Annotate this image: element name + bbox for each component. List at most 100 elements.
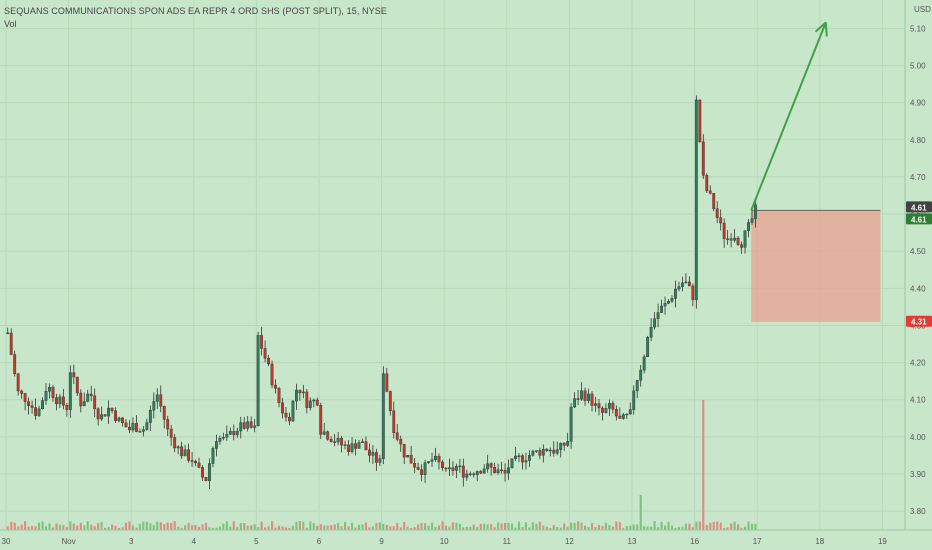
volume-bar <box>83 525 86 530</box>
candle-body <box>656 312 660 319</box>
candle-body <box>6 332 10 335</box>
candle-body <box>228 431 232 435</box>
volume-bar <box>69 521 72 530</box>
candle-body <box>681 282 684 287</box>
candle-body <box>427 461 430 463</box>
time-tick-label: 12 <box>565 537 574 546</box>
volume-bar <box>180 527 183 530</box>
volume-bar <box>618 522 621 530</box>
candle-body <box>392 410 396 433</box>
candle-body <box>729 238 733 241</box>
candle-body <box>385 373 389 392</box>
volume-bar <box>357 524 361 530</box>
volume-bar <box>507 523 510 530</box>
candle-body <box>698 99 702 143</box>
candle-body <box>114 410 117 421</box>
time-axis[interactable]: 30 Nov 3 4 5 6 9 10 11 12 13 16 17 18 19 <box>0 529 932 550</box>
volume-bar <box>427 525 430 530</box>
candle-body <box>743 230 747 248</box>
stop-zone[interactable] <box>751 209 881 322</box>
candle-body <box>58 396 62 405</box>
volume-bar <box>646 526 649 530</box>
candle-body <box>242 422 246 429</box>
volume-bar <box>100 522 103 530</box>
candle-body <box>249 421 253 428</box>
volume-bar <box>535 523 538 530</box>
volume-bar <box>639 495 642 530</box>
volume-bar <box>104 527 107 530</box>
candle-body <box>364 441 368 451</box>
candle-body <box>277 388 281 403</box>
volume-bar <box>497 522 500 530</box>
time-tick-label: 18 <box>815 537 824 546</box>
volume-bar <box>93 526 96 530</box>
candle-body <box>187 449 191 461</box>
volume-bar <box>584 525 587 530</box>
candle-body <box>201 467 204 478</box>
candle-body <box>416 467 420 470</box>
candle-body <box>211 448 215 464</box>
time-tick-label: 17 <box>753 537 762 546</box>
candle-body <box>194 461 197 464</box>
volume-bar <box>597 525 601 530</box>
candle-body <box>562 442 566 446</box>
volume-bar <box>437 525 441 530</box>
volume-indicator-label: Vol <box>4 19 17 29</box>
volume-bar <box>246 525 249 530</box>
arrow-shaft[interactable] <box>750 21 827 211</box>
volume-bar <box>458 523 461 530</box>
price-tick-label: 4.40 <box>910 284 926 293</box>
price-tick-label: 4.00 <box>910 433 926 442</box>
volume-bar <box>187 522 190 530</box>
candle-body <box>86 393 90 402</box>
candle-body <box>621 414 625 419</box>
volume-bar <box>733 521 736 530</box>
volume-bar <box>615 521 618 530</box>
candle-body <box>576 398 580 400</box>
volume-bar <box>570 522 573 530</box>
arrow-head-stroke <box>824 22 828 37</box>
volume-bar <box>114 525 117 530</box>
volume-bar <box>403 521 406 530</box>
volume-bar <box>747 521 750 530</box>
volume-bar <box>222 523 225 530</box>
volume-bar <box>556 526 559 530</box>
stop-loss-box[interactable] <box>751 210 881 322</box>
candle-body <box>482 468 486 474</box>
candle-body <box>607 403 611 409</box>
candle-body <box>371 452 375 456</box>
volume-bar <box>309 521 312 530</box>
volume-bar <box>295 521 298 530</box>
price-badges: 4.61 4.61 4.31 <box>906 201 932 327</box>
volume-bar <box>424 523 427 530</box>
candle-body <box>719 217 723 224</box>
volume-bar <box>723 527 726 530</box>
price-axis[interactable]: USD5.105.004.904.804.704.604.504.404.304… <box>904 0 932 550</box>
candle-body <box>176 446 180 449</box>
candle-body <box>527 455 531 461</box>
candle-body <box>618 415 622 419</box>
arrow-head-stroke <box>814 21 827 33</box>
candle-body <box>479 471 483 474</box>
candle-body <box>447 467 451 470</box>
price-badge <box>906 315 932 327</box>
volume-bar <box>79 522 82 530</box>
volume-bar <box>650 526 653 530</box>
volume-bar <box>410 527 413 530</box>
candle-body <box>747 222 750 231</box>
target-arrow[interactable] <box>750 21 828 211</box>
volume-bar <box>472 524 475 530</box>
candle-body <box>395 432 399 440</box>
price-tick-label: 5.00 <box>910 61 926 70</box>
volume-bar <box>215 527 218 530</box>
time-tick-label: 19 <box>878 537 887 546</box>
candle-body <box>141 429 145 432</box>
candle-body <box>736 237 740 245</box>
candle-body <box>559 442 563 450</box>
volume-bar <box>719 522 722 530</box>
candle-body <box>461 465 465 478</box>
volume-bar <box>194 525 197 530</box>
volume-bar <box>705 525 708 530</box>
candle-body <box>246 421 250 429</box>
